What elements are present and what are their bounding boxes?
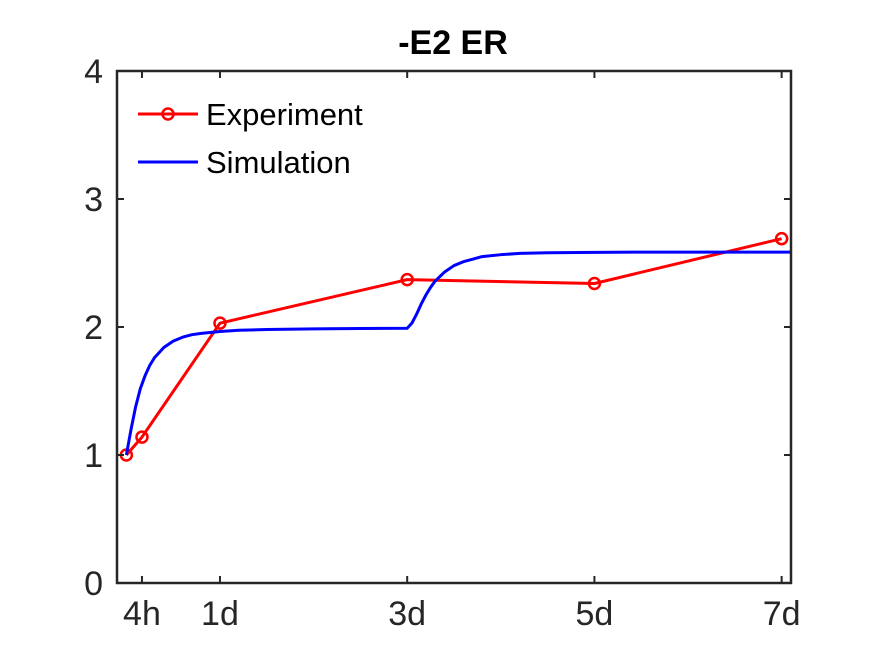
data-point-experiment	[587, 276, 602, 291]
data-point-experiment	[213, 316, 227, 330]
data-point-experiment	[400, 272, 414, 287]
x-tick-label: 5d	[576, 595, 614, 633]
axes: 4h 1d 3d 5d 7d 0 1 2 3 4	[84, 53, 800, 633]
data-point-experiment	[774, 231, 789, 246]
x-tick-label: 3d	[388, 595, 426, 633]
legend-label-experiment: Experiment	[206, 97, 363, 132]
y-tick-label: 1	[84, 437, 103, 475]
x-tick-label: 7d	[763, 595, 801, 633]
y-tick-label: 2	[84, 309, 103, 347]
y-tick-label: 0	[84, 565, 103, 603]
x-tick-label: 4h	[123, 595, 161, 633]
series-line-experiment	[125, 237, 782, 456]
legend-marker-experiment	[161, 107, 175, 121]
data-point-experiment	[135, 430, 149, 444]
series-line-simulation	[124, 250, 791, 456]
plot-area	[119, 231, 791, 462]
x-tick-label: 1d	[201, 595, 239, 633]
y-tick-label: 3	[84, 181, 103, 219]
legend: Experiment Simulation	[138, 97, 363, 180]
chart-title: -E2 ER	[398, 24, 508, 62]
y-tick-label: 4	[84, 53, 103, 91]
legend-label-simulation: Simulation	[206, 145, 351, 180]
